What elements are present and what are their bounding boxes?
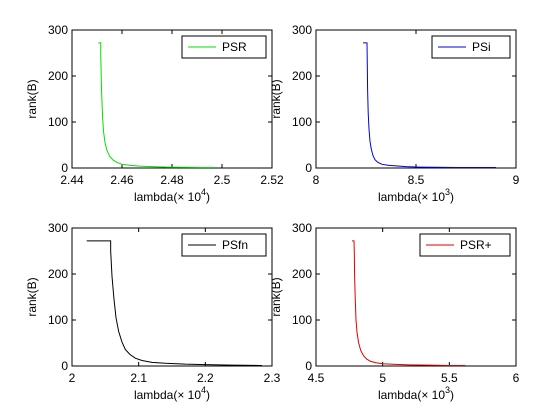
x-tick-label: 2.52: [260, 173, 284, 187]
x-tick-label: 4.5: [308, 371, 325, 385]
y-tick-label: 300: [48, 221, 68, 235]
x-axis-label-exponent: 3: [445, 385, 450, 395]
series-line-psi: [363, 42, 496, 169]
x-axis-label: lambda(× 104): [134, 385, 210, 402]
x-tick-label: 5.5: [441, 371, 458, 385]
x-axis-label-exponent: 4: [201, 187, 206, 197]
x-axis-label: lambda(× 104): [134, 187, 210, 204]
legend-label: PSR: [222, 40, 247, 54]
x-axis-label: lambda(× 103): [378, 385, 454, 402]
x-axis-label: lambda(× 103): [378, 187, 454, 204]
x-tick-label: 2.2: [197, 371, 214, 385]
y-tick-label: 0: [61, 161, 68, 175]
x-tick-label: 9: [513, 173, 520, 187]
y-tick-label: 200: [48, 267, 68, 281]
x-axis-label-main: lambda(× 10: [378, 190, 445, 204]
legend: PSR: [181, 35, 267, 59]
y-tick-label: 100: [48, 313, 68, 327]
x-tick-label: 2.5: [214, 173, 231, 187]
legend-box: [431, 35, 511, 59]
legend-box: [181, 233, 267, 257]
legend-label: PSi: [472, 40, 491, 54]
legend-box: [419, 233, 511, 257]
x-tick-label: 2.3: [264, 371, 281, 385]
y-tick-label: 300: [292, 23, 312, 37]
y-tick-label: 0: [305, 161, 312, 175]
x-tick-label: 2.1: [130, 371, 147, 385]
x-axis-label-main: lambda(× 10: [134, 190, 201, 204]
y-tick-label: 200: [48, 69, 68, 83]
y-axis-label: rank(B): [25, 277, 39, 316]
y-tick-label: 0: [61, 359, 68, 373]
legend: PSi: [431, 35, 511, 59]
x-tick-label: 2: [69, 371, 76, 385]
legend: PSfn: [181, 233, 267, 257]
y-tick-label: 300: [48, 23, 68, 37]
legend-label: PSfn: [222, 238, 248, 252]
series-line-psfn: [86, 240, 263, 367]
subplot-1: 2.44 2.46 2.48 2.5 2.52 0 100 200 300 rank(B) lamb…: [25, 23, 284, 204]
y-tick-label: 300: [292, 221, 312, 235]
y-axis-label: rank(B): [269, 79, 283, 118]
legend: PSR+: [419, 233, 511, 257]
y-tick-label: 0: [305, 359, 312, 373]
x-tick-label: 8.5: [408, 173, 425, 187]
x-axis-label-tail: ): [206, 388, 210, 402]
x-axis-label-exponent: 3: [445, 187, 450, 197]
x-tick-label: 2.44: [60, 173, 84, 187]
x-tick-label: 8: [313, 173, 320, 187]
x-axis-label-main: lambda(× 10: [378, 388, 445, 402]
series-line-psr: [98, 42, 215, 169]
subplot-4: 4.5 5 5.5 6 0 100 200 300 rank(B) lambda(× 103) PS…: [269, 221, 520, 402]
x-axis-label-tail: ): [450, 190, 454, 204]
x-axis-label-tail: ): [206, 190, 210, 204]
subplot-2: 8 8.5 9 0 100 200 300 rank(B) lambda(× 103) PSi: [269, 23, 520, 204]
y-tick-label: 100: [292, 115, 312, 129]
x-tick-label: 5: [379, 371, 386, 385]
y-axis-label: rank(B): [25, 79, 39, 118]
x-axis-label-main: lambda(× 10: [134, 388, 201, 402]
x-axis-label-tail: ): [450, 388, 454, 402]
y-tick-label: 100: [48, 115, 68, 129]
y-axis-label: rank(B): [269, 277, 283, 316]
x-tick-label: 2.48: [160, 173, 184, 187]
y-tick-label: 100: [292, 313, 312, 327]
y-tick-label: 200: [292, 267, 312, 281]
legend-box: [181, 35, 267, 59]
legend-label: PSR+: [460, 238, 492, 252]
x-tick-label: 2.46: [110, 173, 134, 187]
x-tick-label: 6: [513, 371, 520, 385]
y-tick-label: 200: [292, 69, 312, 83]
x-axis-label-exponent: 4: [201, 385, 206, 395]
subplot-3: 2 2.1 2.2 2.3 0 100 200 300 rank(B) lambda(× 104)…: [25, 221, 281, 402]
series-line-psr-: [352, 240, 466, 367]
